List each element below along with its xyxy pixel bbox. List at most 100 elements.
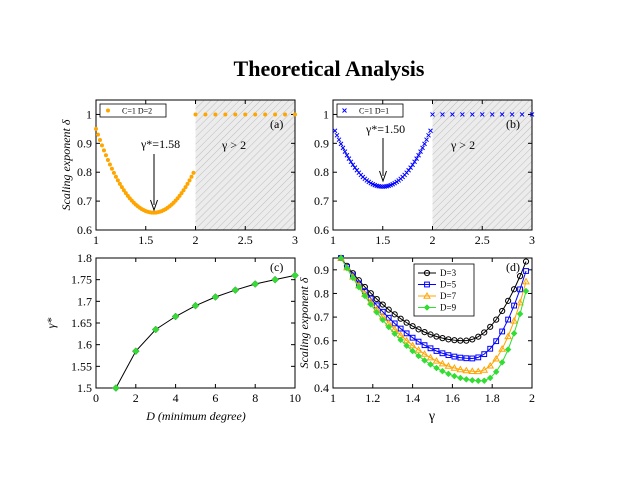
panel-d-legend-label: D=3 — [440, 268, 457, 278]
panel-d-point — [504, 346, 512, 353]
panel-c-xtick-label: 2 — [133, 391, 139, 405]
panel-d: 1 1.2 1.4 1.6 1.8 2 0.4 0.5 0.6 0.7 0.8 0.9 (d) D=3… — [297, 253, 535, 424]
panel-d-legend-label: D=5 — [440, 280, 457, 290]
panel-a-label: (a) — [270, 117, 283, 131]
panel-b-point — [336, 137, 342, 143]
panel-d-point — [462, 375, 470, 383]
panel-d-point — [397, 325, 404, 332]
panel-b-gamma-star: γ*=1.50 — [365, 122, 405, 136]
panel-b: 1 1.5 2 2.5 3 0.6 0.7 0.8 0.9 1 C=1 D=1 γ*=1.50 γ… — [314, 99, 535, 247]
panel-a-gamma-star: γ*=1.58 — [140, 137, 180, 151]
panel-b-point — [428, 128, 433, 134]
panel-d-ytick-label: 0.5 — [314, 357, 329, 371]
panel-d-point — [493, 338, 500, 345]
panel-d-point — [397, 315, 404, 322]
panel-d-point — [474, 377, 482, 385]
panel-c-ytick-label: 1.8 — [77, 251, 92, 265]
panel-b-point — [340, 145, 346, 151]
panel-a-point — [185, 181, 190, 186]
panel-d-point — [379, 301, 386, 308]
panel-d-point — [487, 345, 494, 352]
panel-d-point — [463, 355, 470, 362]
panel-a-point — [213, 112, 218, 117]
panel-b-point — [430, 112, 435, 117]
panel-a-point — [273, 112, 278, 117]
panel-b-point — [509, 112, 515, 117]
panel-b-point — [412, 159, 417, 165]
panel-a-ytick-label: 0.6 — [77, 223, 92, 237]
panel-b-point — [426, 132, 431, 138]
panel-d-point — [439, 335, 446, 342]
panel-d-legend-label: D=9 — [440, 303, 457, 313]
panel-d-point — [414, 346, 423, 353]
panel-c-xtick-label: 10 — [289, 391, 301, 405]
panel-c-xtick-label: 4 — [173, 391, 179, 405]
panel-b-point — [459, 112, 465, 117]
panel-b-point — [489, 112, 495, 117]
panel-d-point — [415, 338, 422, 345]
panel-d-point — [445, 336, 452, 343]
panel-a-xtick-label: 2 — [193, 233, 199, 247]
panel-d-legend-label: D=7 — [440, 291, 457, 301]
panel-d-point — [421, 329, 428, 336]
panel-d-legend: D=3 D=5D=7 D=9 — [413, 263, 475, 317]
panel-d-line-D=5 — [340, 257, 527, 359]
panel-a-point — [283, 112, 288, 117]
panel-d-point — [504, 332, 512, 340]
panel-a-point — [103, 153, 108, 158]
panel-d-point — [487, 323, 494, 330]
panel-a-legend-marker — [106, 108, 110, 113]
panel-a-point — [293, 112, 297, 117]
panel-b-point — [418, 149, 423, 154]
panel-a-legend-box — [99, 103, 167, 118]
panel-d-point — [349, 274, 357, 282]
panel-d-point — [486, 361, 495, 369]
panel-d-point — [463, 337, 470, 344]
panel-b-xtick-label: 1.5 — [375, 233, 390, 247]
panel-d-point — [522, 277, 530, 285]
panel-b-point — [344, 152, 350, 158]
panel-d-ytick-label: 0.6 — [314, 334, 329, 348]
panel-d-xtick-label: 1.4 — [405, 391, 420, 405]
panel-c-ytick-label: 1.7 — [77, 294, 92, 308]
panel-b-point — [450, 112, 455, 117]
panel-b-point — [440, 112, 445, 117]
panel-d-point — [451, 353, 458, 360]
panel-d-point — [469, 355, 476, 362]
panel-a-point — [101, 148, 106, 153]
panel-b-xtick-label: 3 — [529, 233, 535, 247]
panel-a-legend: C=1 D=2 — [99, 103, 167, 118]
panel-d-point — [409, 334, 416, 341]
panel-c-point — [251, 280, 260, 288]
panel-d-point — [499, 307, 506, 315]
panel-a-region-label: γ > 2 — [221, 138, 246, 152]
panel-a-point — [99, 143, 104, 148]
panel-c-ytick-label: 1.6 — [77, 338, 92, 352]
panel-d-point — [438, 359, 447, 367]
panel-d-point — [505, 316, 512, 323]
panel-d-point — [510, 316, 518, 324]
panel-d-point — [468, 367, 477, 374]
panel-a-point — [107, 162, 112, 167]
panel-d-point — [361, 283, 368, 291]
panel-a: 1 1.5 2 2.5 3 0.6 0.7 0.8 0.9 1 C=1 D=2 γ*=1.58 γ… — [59, 99, 298, 247]
panel-b-point — [342, 149, 348, 154]
panel-d-point — [468, 376, 476, 384]
panel-c-ytick-label: 1.55 — [71, 359, 92, 373]
panel-c-frame — [95, 257, 296, 389]
panel-d-point — [486, 374, 494, 382]
panel-a-point — [223, 112, 228, 117]
panel-d-point — [433, 333, 440, 340]
panel-d-point — [385, 323, 393, 331]
panel-b-point — [519, 112, 525, 117]
panel-d-xtick-label: 1.6 — [445, 391, 460, 405]
panel-c-point — [191, 301, 200, 310]
panel-c-point — [291, 271, 299, 280]
panel-d-point — [445, 370, 452, 378]
panel-b-legend-label: C=1 D=1 — [359, 107, 389, 116]
panel-d-xtick-label: 1.2 — [365, 391, 380, 405]
panel-b-point — [350, 162, 356, 168]
panel-d-point — [415, 352, 422, 360]
panel-d-point — [475, 354, 482, 361]
panel-d-point — [373, 309, 381, 316]
